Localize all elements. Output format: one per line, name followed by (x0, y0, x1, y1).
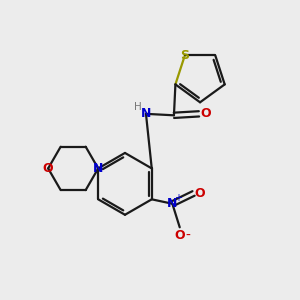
Text: H: H (134, 102, 142, 112)
Text: O: O (195, 187, 205, 200)
Text: N: N (141, 107, 151, 120)
Text: O: O (43, 162, 53, 175)
Text: N: N (167, 197, 178, 210)
Text: S: S (180, 49, 189, 62)
Text: -: - (185, 229, 190, 242)
Text: O: O (174, 229, 185, 242)
Text: O: O (200, 107, 211, 120)
Text: +: + (174, 193, 182, 203)
Text: N: N (93, 162, 104, 175)
